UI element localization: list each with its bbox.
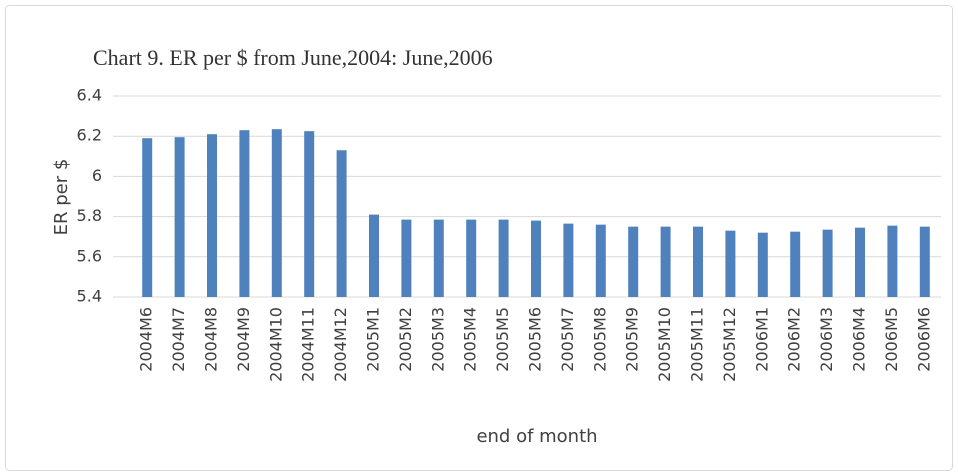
y-axis-title: ER per $ xyxy=(51,159,72,236)
bar xyxy=(822,229,833,297)
bar xyxy=(466,219,477,297)
bar xyxy=(498,219,509,297)
x-tick-label: 2004M9 xyxy=(234,307,253,372)
y-tick-label: 5.4 xyxy=(77,287,102,306)
bar xyxy=(628,226,639,297)
x-tick-label: 2005M10 xyxy=(655,307,674,382)
x-tick-label: 2004M10 xyxy=(266,307,285,382)
bar xyxy=(660,226,671,297)
x-tick-label: 2004M8 xyxy=(202,307,221,372)
x-tick-label: 2006M2 xyxy=(785,307,804,372)
bar xyxy=(207,134,217,297)
x-tick-label: 2004M7 xyxy=(169,307,188,372)
bar xyxy=(595,224,606,297)
bar xyxy=(271,129,282,297)
bar xyxy=(401,219,412,297)
x-tick-label: 2005M5 xyxy=(493,307,512,372)
bar xyxy=(919,226,930,297)
bar xyxy=(336,150,347,297)
bar xyxy=(725,230,736,297)
bar xyxy=(790,231,801,297)
y-tick-label: 6 xyxy=(92,166,102,185)
x-tick-label: 2006M3 xyxy=(817,307,836,372)
x-axis-title: end of month xyxy=(476,426,597,447)
bar xyxy=(693,226,703,297)
x-tick-label: 2005M12 xyxy=(720,307,739,382)
x-tick-label: 2004M11 xyxy=(299,307,318,382)
y-tick-label: 6.2 xyxy=(77,126,102,145)
bar xyxy=(174,137,185,297)
x-tick-label: 2004M12 xyxy=(331,307,350,382)
x-tick-label: 2005M7 xyxy=(558,307,577,372)
bar xyxy=(531,220,541,297)
bar xyxy=(855,227,865,297)
bar xyxy=(887,225,898,297)
bar xyxy=(142,138,153,297)
bar xyxy=(433,219,444,297)
chart-title: Chart 9. ER per $ from June,2004: June,2… xyxy=(93,45,493,70)
x-tick-label: 2006M6 xyxy=(914,307,933,372)
x-tick-label: 2006M1 xyxy=(752,307,771,372)
bar xyxy=(304,131,315,297)
x-tick-label: 2006M5 xyxy=(882,307,901,372)
y-tick-label: 6.4 xyxy=(77,86,102,105)
bar xyxy=(239,130,250,297)
x-tick-label: 2005M1 xyxy=(364,307,383,372)
x-tick-label: 2005M9 xyxy=(623,307,642,372)
x-tick-label: 2006M4 xyxy=(850,307,869,372)
y-tick-label: 5.8 xyxy=(77,206,102,225)
x-tick-label: 2005M11 xyxy=(688,307,707,382)
x-tick-label: 2004M6 xyxy=(137,307,156,372)
x-tick-label: 2005M8 xyxy=(590,307,609,372)
x-tick-label: 2005M3 xyxy=(428,307,447,372)
bar xyxy=(369,214,379,297)
x-tick-label: 2005M2 xyxy=(396,307,415,372)
x-tick-label: 2005M4 xyxy=(461,307,480,372)
x-tick-label: 2005M6 xyxy=(526,307,545,372)
bar xyxy=(563,223,574,297)
y-tick-label: 5.6 xyxy=(77,246,102,265)
bar xyxy=(757,232,768,297)
chart-frame xyxy=(5,5,953,471)
